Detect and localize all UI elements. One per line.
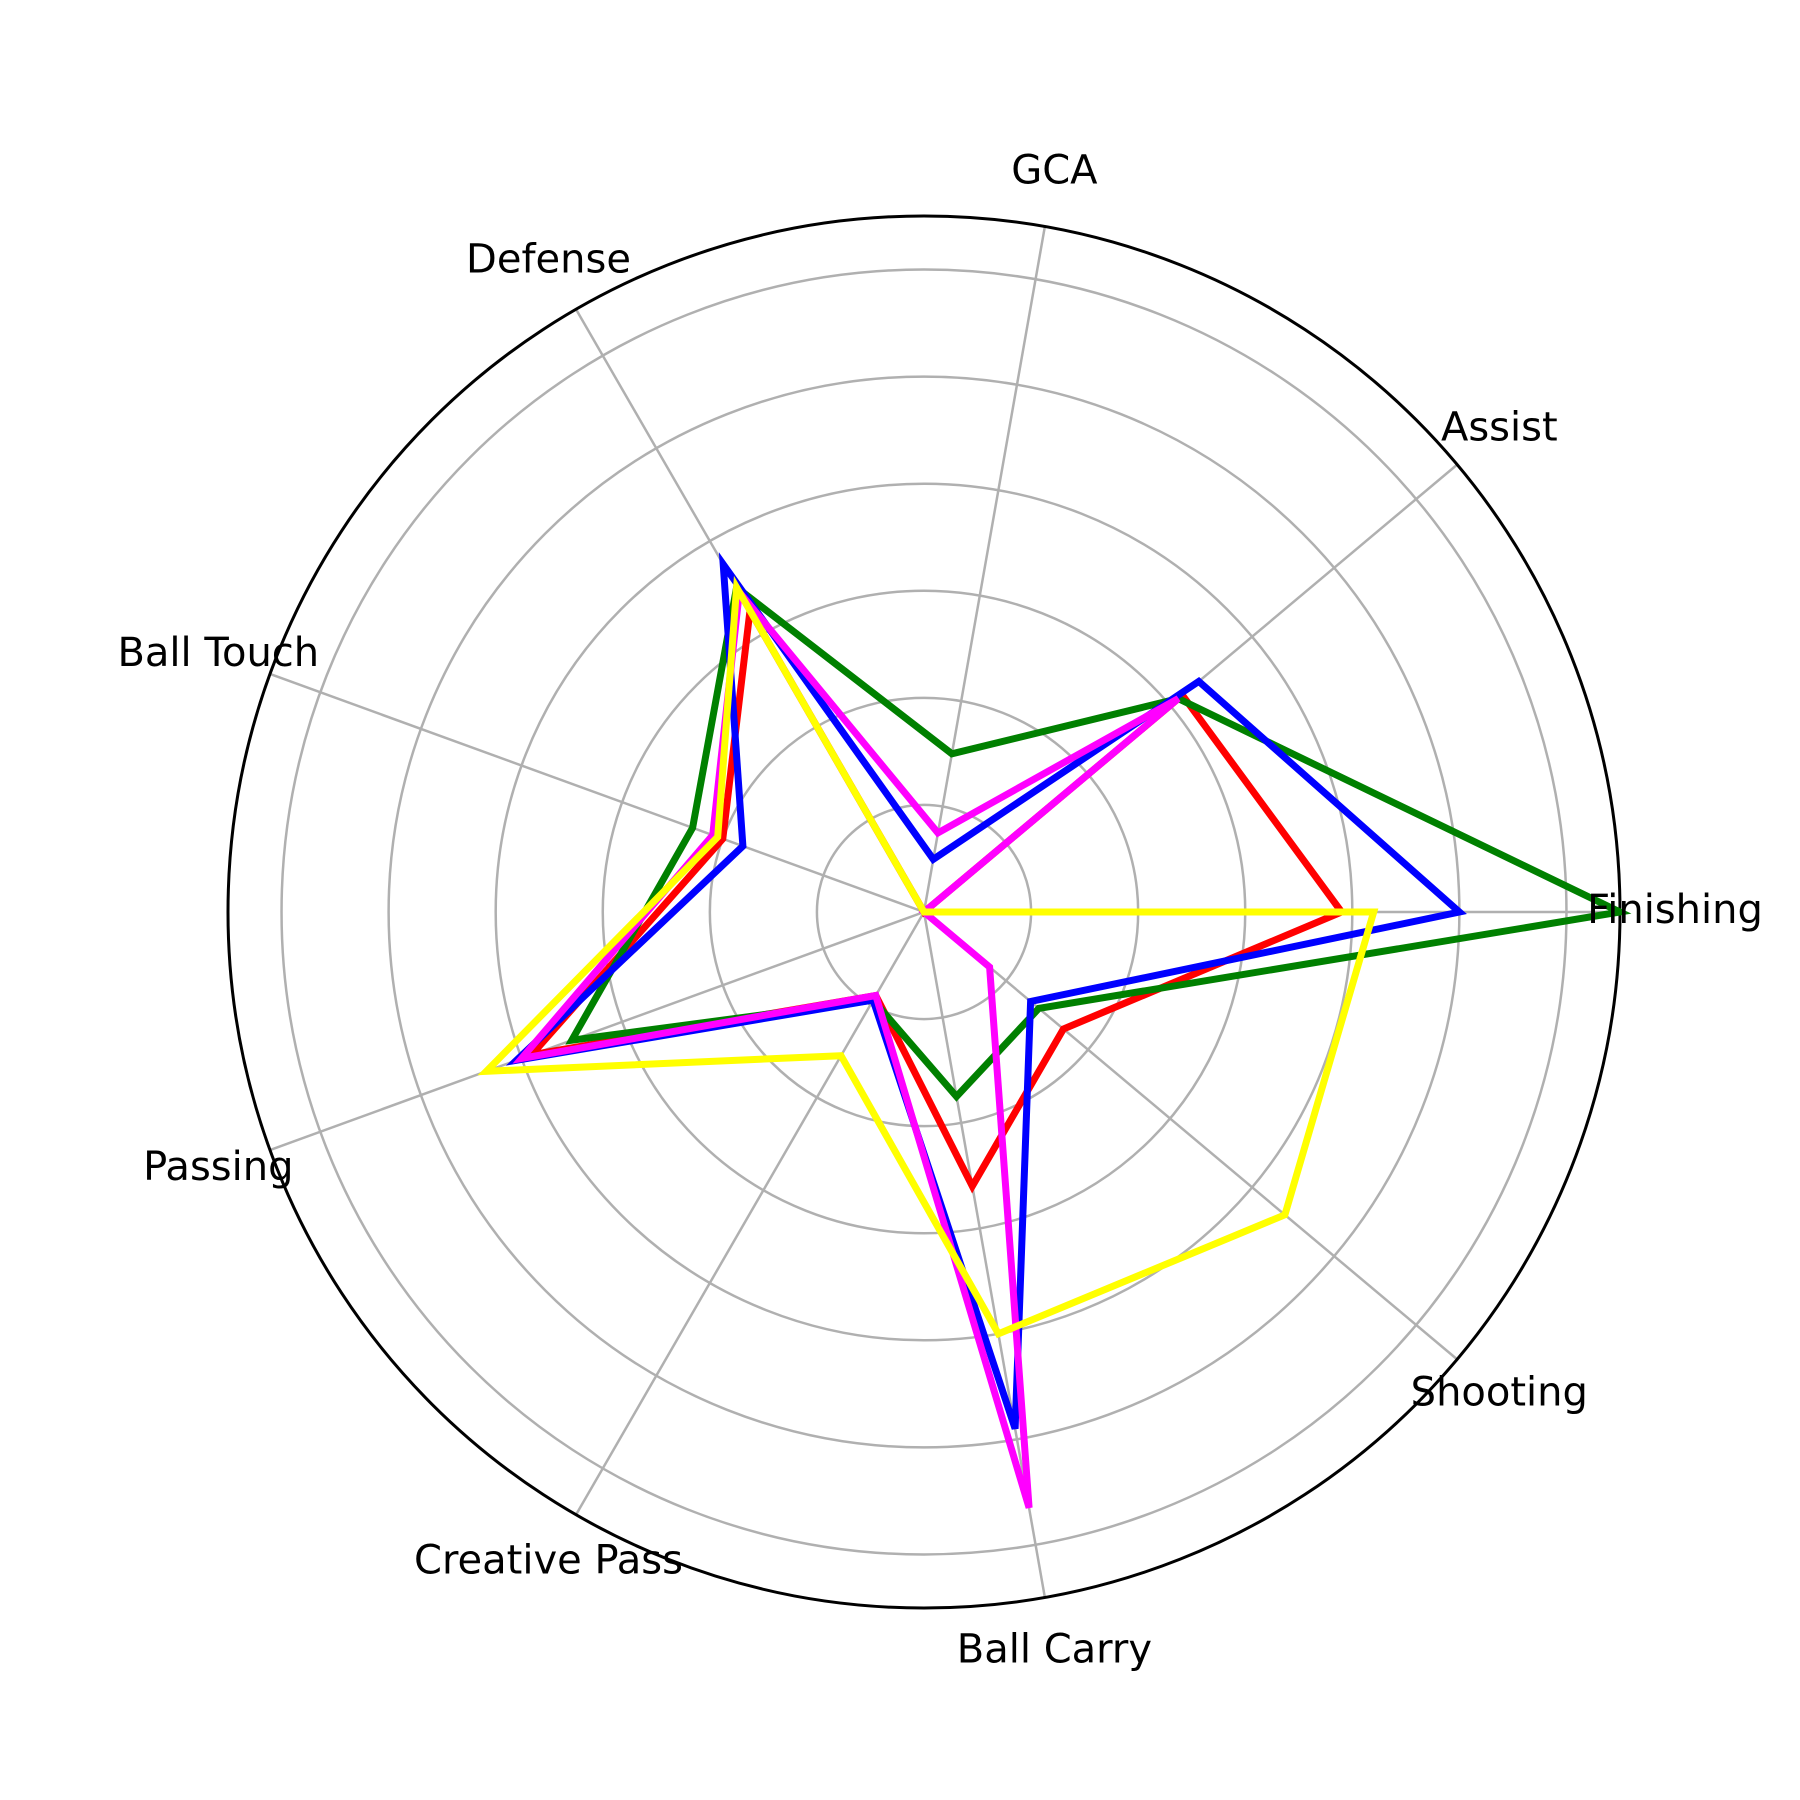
category-label-assist: Assist [1441,404,1558,450]
spoke-2 [922,226,1047,913]
series-layer [477,552,1632,1509]
spoke-4 [269,672,925,914]
category-label-ball-touch: Ball Touch [117,630,319,676]
category-label-shooting: Shooting [1411,1370,1588,1416]
series-line-3 [505,552,1467,1430]
category-label-creative-pass: Creative Pass [414,1537,683,1583]
category-label-ball-carry: Ball Carry [957,1627,1152,1673]
spoke-8 [923,911,1458,1361]
category-label-passing: Passing [143,1144,293,1190]
series-line-4 [512,583,1181,1509]
category-label-gca: GCA [1011,147,1098,193]
spoke-6 [574,911,926,1516]
series-line-5 [477,575,1379,1339]
spoke-5 [269,910,925,1152]
category-labels: Finishing Assist GCA Defense Ball Touch Passi… [117,147,1762,1672]
category-label-finishing: Finishing [1587,887,1763,933]
category-label-defense: Defense [466,237,631,283]
